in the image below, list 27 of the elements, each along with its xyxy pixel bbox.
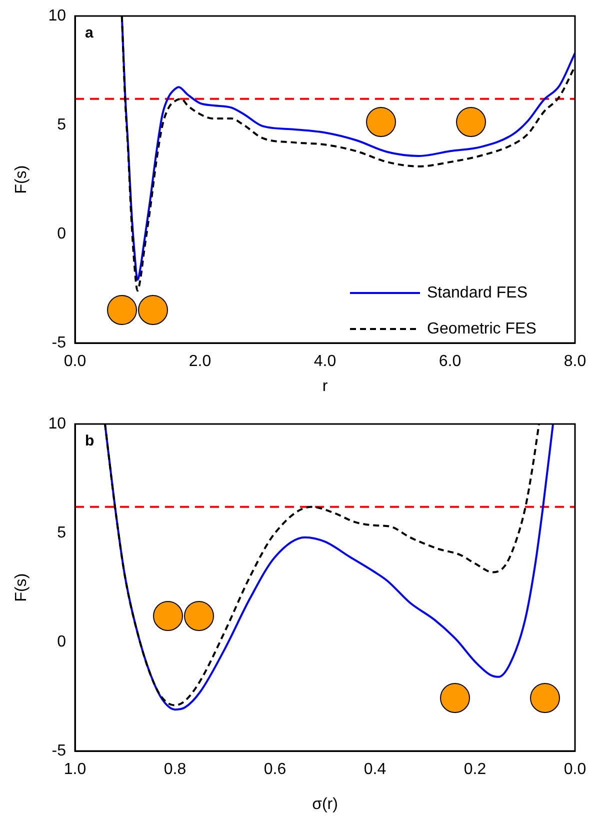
x-tick-label: 1.0 (64, 761, 86, 778)
y-tick-label: 5 (57, 524, 66, 542)
annotation: a (85, 24, 94, 42)
y-tick-label: -5 (52, 334, 66, 352)
x-tick-label: 0.6 (264, 761, 286, 778)
legend-label: Geometric FES (427, 320, 536, 338)
y-tick-label: 0 (57, 633, 66, 650)
x-tick-label: 0.2 (464, 761, 486, 778)
y-tick-label: -5 (52, 742, 66, 760)
x-tick-label: 2.0 (188, 353, 212, 370)
y-axis-title: F(s) (13, 165, 30, 194)
y-axis-title: F(s) (13, 573, 30, 602)
annotation: b (85, 432, 94, 450)
x-axis-title: σ(r) (312, 796, 338, 813)
y-tick-label: 0 (57, 225, 66, 242)
x-tick-label: 0.0 (64, 353, 86, 370)
x-tick-label: 6.0 (438, 353, 462, 370)
legend-label: Standard FES (427, 284, 528, 302)
y-tick-label: 10 (48, 415, 66, 432)
x-tick-label: 8.0 (564, 353, 586, 370)
y-tick-label: 5 (57, 116, 66, 134)
x-tick-label: 0.4 (364, 761, 386, 778)
y-tick-label: 10 (48, 7, 66, 24)
x-tick-label: 0.0 (564, 761, 586, 778)
x-tick-label: 4.0 (314, 353, 336, 370)
x-tick-label: 0.8 (164, 761, 186, 778)
x-axis-title: r (322, 378, 328, 395)
